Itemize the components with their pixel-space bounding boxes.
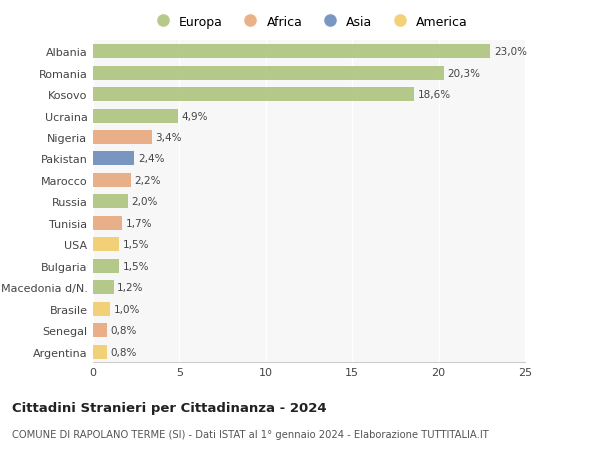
Text: 0,8%: 0,8% (110, 347, 137, 357)
Text: 3,4%: 3,4% (155, 133, 182, 143)
Bar (93, 67, 444, 80)
Text: 2,0%: 2,0% (131, 197, 157, 207)
Text: 1,5%: 1,5% (122, 261, 149, 271)
Text: 23,0%: 23,0% (494, 47, 527, 57)
Bar (93, 45, 490, 59)
Bar (93, 131, 152, 145)
Text: 18,6%: 18,6% (418, 90, 451, 100)
Bar (93, 109, 178, 123)
Text: 20,3%: 20,3% (447, 68, 480, 78)
Legend: Europa, Africa, Asia, America: Europa, Africa, Asia, America (150, 16, 468, 28)
Bar (93, 88, 415, 102)
Bar (93, 345, 107, 359)
Text: 4,9%: 4,9% (181, 111, 208, 121)
Bar (93, 152, 134, 166)
Bar (93, 302, 110, 316)
Text: 1,2%: 1,2% (117, 283, 143, 293)
Text: 2,4%: 2,4% (138, 154, 164, 164)
Text: COMUNE DI RAPOLANO TERME (SI) - Dati ISTAT al 1° gennaio 2024 - Elaborazione TUT: COMUNE DI RAPOLANO TERME (SI) - Dati IST… (12, 429, 489, 439)
Text: 1,7%: 1,7% (126, 218, 152, 229)
Bar (93, 324, 107, 337)
Text: 0,8%: 0,8% (110, 325, 137, 336)
Text: 2,2%: 2,2% (134, 175, 161, 185)
Text: 1,5%: 1,5% (122, 240, 149, 250)
Bar (93, 280, 114, 295)
Bar (93, 195, 128, 209)
Bar (93, 238, 119, 252)
Bar (93, 217, 122, 230)
Text: Cittadini Stranieri per Cittadinanza - 2024: Cittadini Stranieri per Cittadinanza - 2… (12, 402, 326, 414)
Bar (93, 259, 119, 273)
Text: 1,0%: 1,0% (114, 304, 140, 314)
Bar (93, 174, 131, 188)
